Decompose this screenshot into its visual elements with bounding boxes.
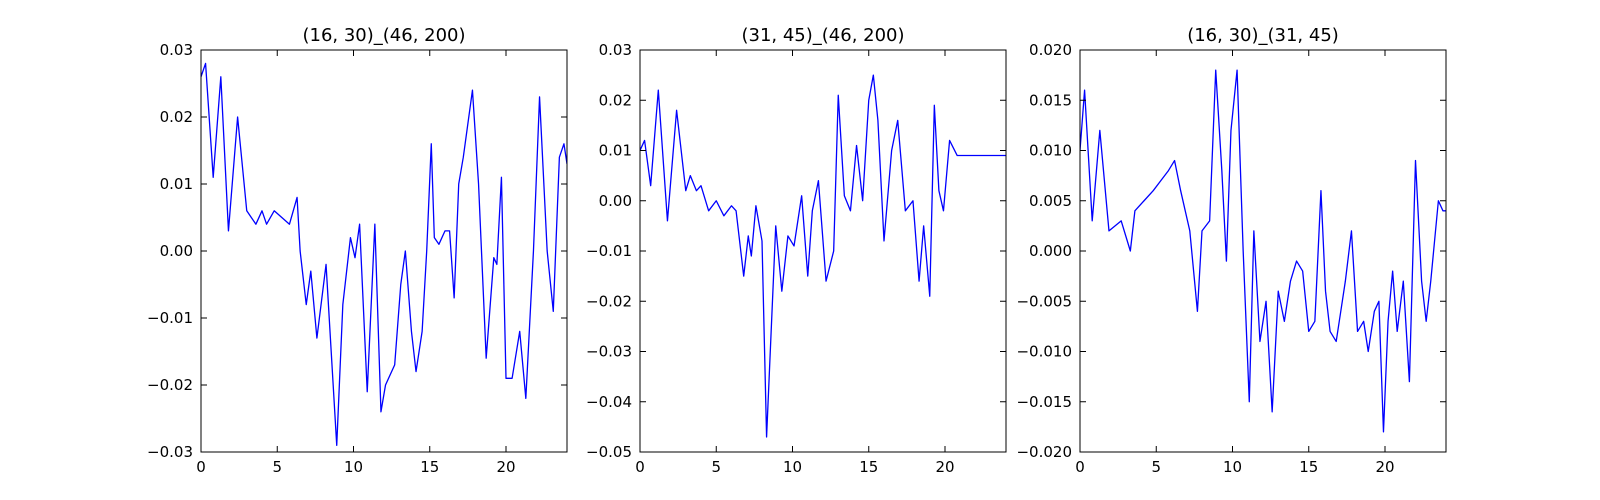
y-tick-label: 0.010 (1029, 142, 1072, 160)
y-tick-label: −0.01 (147, 309, 193, 327)
y-tick-label: −0.020 (1016, 443, 1072, 461)
y-tick-label: 0.03 (599, 41, 632, 59)
y-tick-label: 0.00 (160, 242, 193, 260)
x-tick-label: 5 (272, 458, 282, 476)
chart-panel-2: 0 5 10 15 20 −0.05 −0.04 −0.03 −0.02 −0.01 0.00 0.0… (586, 25, 1007, 476)
y-tick-label: −0.01 (586, 242, 632, 260)
x-tick-label: 20 (496, 458, 515, 476)
y-tick-label: −0.03 (586, 343, 632, 361)
chart-title: (31, 45)_(46, 200) (741, 25, 904, 46)
y-tick-label: −0.05 (586, 443, 632, 461)
y-tick-label: 0.005 (1029, 192, 1072, 210)
y-tick-label: 0.01 (160, 175, 193, 193)
y-tick-label: −0.010 (1016, 343, 1072, 361)
x-tick-label: 0 (635, 458, 645, 476)
y-tick-label: 0.020 (1029, 41, 1072, 59)
y-tick-label: −0.02 (586, 292, 632, 310)
x-tick-label: 15 (420, 458, 439, 476)
y-tick-label: 0.015 (1029, 91, 1072, 109)
y-tick-label: 0.02 (599, 91, 632, 109)
series-line-1 (640, 74, 1006, 438)
y-tick-label: −0.03 (147, 443, 193, 461)
x-tick-label: 10 (1223, 458, 1242, 476)
y-tick-label: 0.03 (160, 41, 193, 59)
x-tick-label: 5 (711, 458, 721, 476)
y-tick-label: 0.02 (160, 108, 193, 126)
y-tick-label: −0.04 (586, 393, 632, 411)
x-tick-label: 10 (783, 458, 802, 476)
y-tick-label: −0.02 (147, 376, 193, 394)
chart-title: (16, 30)_(31, 45) (1187, 25, 1339, 46)
y-tick-label: −0.015 (1016, 393, 1072, 411)
x-tick-label: 15 (1299, 458, 1318, 476)
x-tick-label: 20 (935, 458, 954, 476)
x-tick-label: 20 (1375, 458, 1394, 476)
series-line-1 (1080, 69, 1446, 433)
x-tick-label: 10 (344, 458, 363, 476)
y-tick-label: −0.005 (1016, 292, 1072, 310)
x-tick-label: 15 (859, 458, 878, 476)
series-line-1 (201, 62, 567, 446)
y-tick-label: 0.01 (599, 142, 632, 160)
chart-panel-1: 0 5 10 15 20 −0.03 −0.02 −0.01 0.00 0.01 0.02 0.03 (… (147, 25, 568, 476)
chart-title: (16, 30)_(46, 200) (302, 25, 465, 46)
x-tick-label: 0 (196, 458, 206, 476)
chart-panel-3: 0 5 10 15 20 −0.020 −0.015 −0.010 −0.005 0.000 0.0… (1016, 25, 1447, 476)
y-tick-label: 0.000 (1029, 242, 1072, 260)
x-tick-label: 5 (1151, 458, 1161, 476)
x-tick-label: 0 (1075, 458, 1085, 476)
y-tick-label: 0.00 (599, 192, 632, 210)
